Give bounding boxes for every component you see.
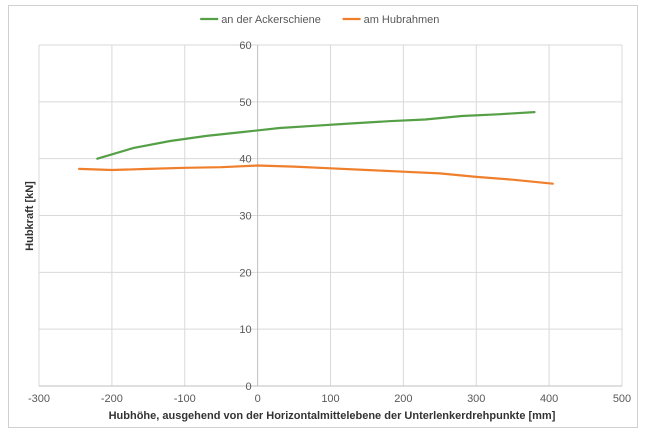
x-tick-label: 0 (255, 393, 261, 405)
x-tick-label: 400 (540, 393, 558, 405)
y-tick-label: 10 (239, 324, 251, 336)
legend: an der Ackerschiene am Hubrahmen (200, 14, 439, 26)
y-tick-label: 0 (246, 381, 252, 393)
x-tick-label: 500 (613, 393, 631, 405)
x-tick-label: -100 (174, 393, 196, 405)
grid (38, 44, 623, 386)
x-tick-label: 300 (467, 393, 485, 405)
legend-label-1: an der Ackerschiene (221, 14, 321, 26)
legend-label-2: am Hubrahmen (364, 14, 440, 26)
x-tick-label: 200 (394, 393, 412, 405)
x-tick-label: -300 (28, 393, 50, 405)
y-tick-label: 20 (239, 267, 251, 279)
x-tick-label: 100 (321, 393, 339, 405)
series-line-1 (96, 110, 536, 160)
series-lines (77, 110, 554, 185)
y-tick-label: 40 (239, 154, 251, 166)
x-tick-label: -200 (101, 393, 123, 405)
y-tick-label: 60 (239, 40, 251, 52)
y-tick-label: 50 (239, 97, 251, 109)
x-axis-label: Hubhöhe, ausgehend von der Horizontalmit… (109, 410, 556, 422)
y-axis-label: Hubkraft [kN] (24, 181, 36, 251)
line-chart: 0 10 20 30 40 50 60 -300 -200 -100 0 100 200 300 400 50… (24, 14, 631, 422)
series-line-2 (77, 164, 554, 185)
axes: 0 10 20 30 40 50 60 -300 -200 -100 0 100 200 300 400 50… (28, 40, 631, 405)
chart-frame: 0 10 20 30 40 50 60 -300 -200 -100 0 100 200 300 400 50… (8, 5, 638, 428)
y-tick-label: 30 (239, 211, 251, 223)
